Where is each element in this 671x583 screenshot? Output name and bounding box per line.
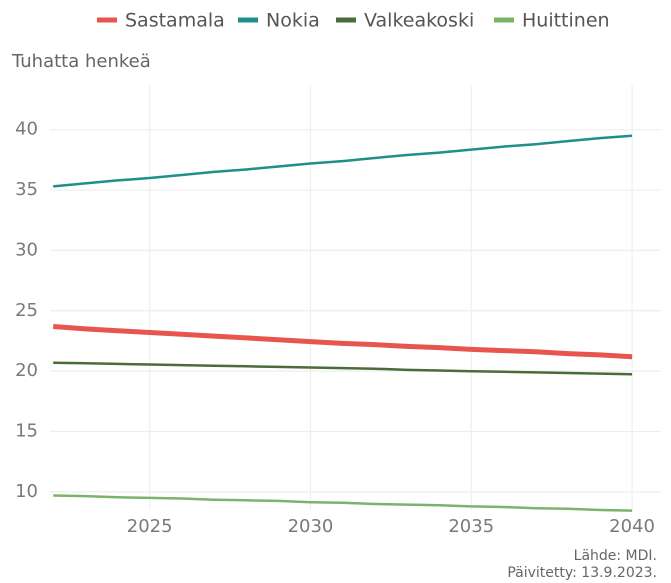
caption: Lähde: MDI.	[574, 548, 657, 564]
y-tick-label: 10	[15, 481, 38, 502]
y-axis-label: Tuhatta henkeä	[11, 51, 151, 72]
x-tick-label: 2030	[288, 516, 334, 537]
x-tick-label: 2035	[448, 516, 494, 537]
y-tick-label: 35	[15, 179, 38, 200]
legend-label: Nokia	[266, 10, 320, 32]
legend-label: Valkeakoski	[364, 10, 474, 32]
series-line	[53, 361, 633, 376]
caption: Päivitetty: 13.9.2023.	[507, 565, 657, 581]
series-line	[53, 134, 633, 188]
legend-label: Sastamala	[125, 10, 225, 32]
y-tick-label: 20	[15, 360, 38, 381]
x-tick-label: 2025	[127, 516, 173, 537]
y-tick-label: 40	[15, 119, 38, 140]
series-line	[53, 494, 633, 512]
series-line	[53, 324, 633, 360]
y-tick-label: 15	[15, 421, 38, 442]
y-tick-label: 25	[15, 300, 38, 321]
legend-label: Huittinen	[522, 10, 610, 32]
x-tick-label: 2040	[609, 516, 655, 537]
y-tick-label: 30	[15, 239, 38, 260]
